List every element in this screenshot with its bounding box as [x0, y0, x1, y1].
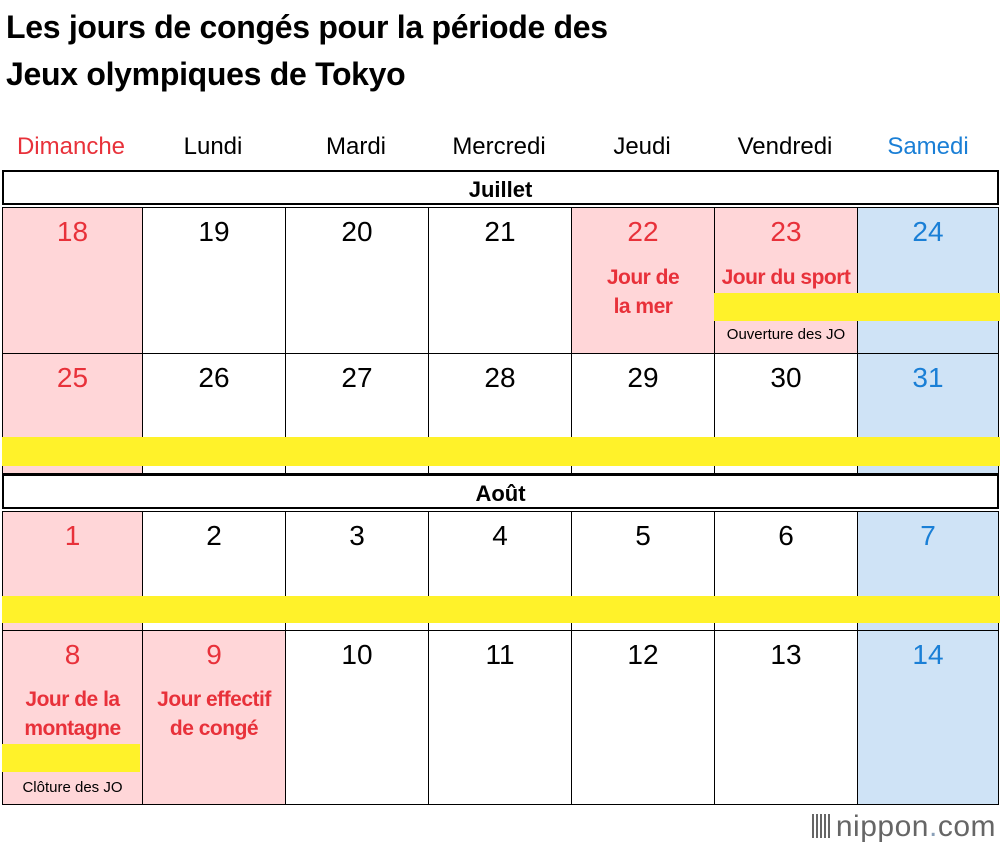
day-number: 28 [484, 362, 516, 393]
day-number: 26 [198, 362, 230, 393]
dow-tuesday: Mardi [325, 133, 386, 160]
day-number: 2 [206, 520, 222, 551]
day-cell-jul-23: 23 Jour du sport Ouverture des JO [714, 207, 858, 354]
dow-saturday: Samedi [887, 133, 969, 160]
day-number: 5 [635, 520, 651, 551]
games-period-band-week3 [2, 596, 1000, 623]
logo-name: nippon [835, 810, 929, 843]
closing-ceremony-note: Clôture des JO [22, 779, 123, 796]
day-cell-jul-19: 19 [142, 207, 286, 354]
day-cell-jul-21: 21 [428, 207, 572, 354]
day-number: 25 [56, 362, 89, 393]
day-number: 1 [64, 520, 81, 551]
dow-friday: Vendredi [737, 133, 833, 160]
day-number: 14 [912, 639, 944, 670]
day-cell-jul-22: 22 Jour de la mer [571, 207, 715, 354]
day-number: 27 [341, 362, 373, 393]
day-number: 20 [341, 216, 373, 247]
month-july-header: Juillet [2, 170, 999, 205]
day-number: 22 [627, 216, 659, 247]
dow-thursday: Jeudi [613, 133, 671, 160]
day-number: 29 [627, 362, 659, 393]
opening-ceremony-note: Ouverture des JO [726, 326, 846, 343]
nippon-logo: nippon.com [811, 810, 996, 844]
day-number: 30 [770, 362, 802, 393]
holiday-sports-day-label: Jour du sport [721, 266, 851, 289]
dow-wednesday: Mercredi [452, 133, 546, 160]
day-number: 19 [198, 216, 230, 247]
holiday-sea-day-label: Jour de la mer [606, 266, 680, 318]
month-august-header: Août [2, 474, 999, 509]
title-line-1: Les jours de congés pour la période des [6, 9, 608, 45]
games-period-band-week1 [714, 293, 1000, 321]
day-number: 31 [912, 362, 944, 393]
day-cell-aug-9: 9 Jour effectif de congé [142, 630, 286, 805]
title-line-2: Jeux olympiques de Tokyo [6, 56, 406, 92]
title: Les jours de congés pour la période des … [6, 4, 608, 98]
day-cell-aug-8: 8 Jour de la montagne Clôture des JO [2, 630, 143, 805]
day-number: 12 [627, 639, 659, 670]
logo-tld: com [937, 810, 996, 843]
day-cell-aug-14: 14 [857, 630, 999, 805]
logo-dot: . [928, 810, 938, 843]
day-number: 9 [206, 639, 222, 670]
holiday-substitute-day-label: Jour effectif de congé [157, 688, 271, 740]
dow-monday: Lundi [183, 133, 243, 160]
day-cell-jul-18: 18 [2, 207, 143, 354]
day-number: 8 [64, 639, 81, 670]
day-cell-aug-12: 12 [571, 630, 715, 805]
day-number: 23 [770, 216, 802, 247]
day-number: 24 [912, 216, 944, 247]
day-number: 6 [778, 520, 794, 551]
day-number: 4 [492, 520, 508, 551]
dow-sunday: Dimanche [16, 133, 126, 160]
holiday-mountain-day-label: Jour de la montagne [24, 688, 121, 740]
day-number: 10 [341, 639, 373, 670]
day-number: 13 [770, 639, 802, 670]
day-cell-jul-24: 24 [857, 207, 999, 354]
games-period-band-week2 [2, 437, 1000, 466]
day-number: 18 [56, 216, 89, 247]
day-number: 7 [920, 520, 936, 551]
day-number: 3 [349, 520, 365, 551]
nippon-bars-icon [811, 814, 830, 838]
day-number: 11 [485, 639, 515, 670]
games-period-band-week4 [2, 744, 140, 772]
day-cell-aug-10: 10 [285, 630, 429, 805]
day-cell-aug-11: 11 [428, 630, 572, 805]
day-cell-jul-20: 20 [285, 207, 429, 354]
day-number: 21 [484, 216, 516, 247]
day-cell-aug-13: 13 [714, 630, 858, 805]
